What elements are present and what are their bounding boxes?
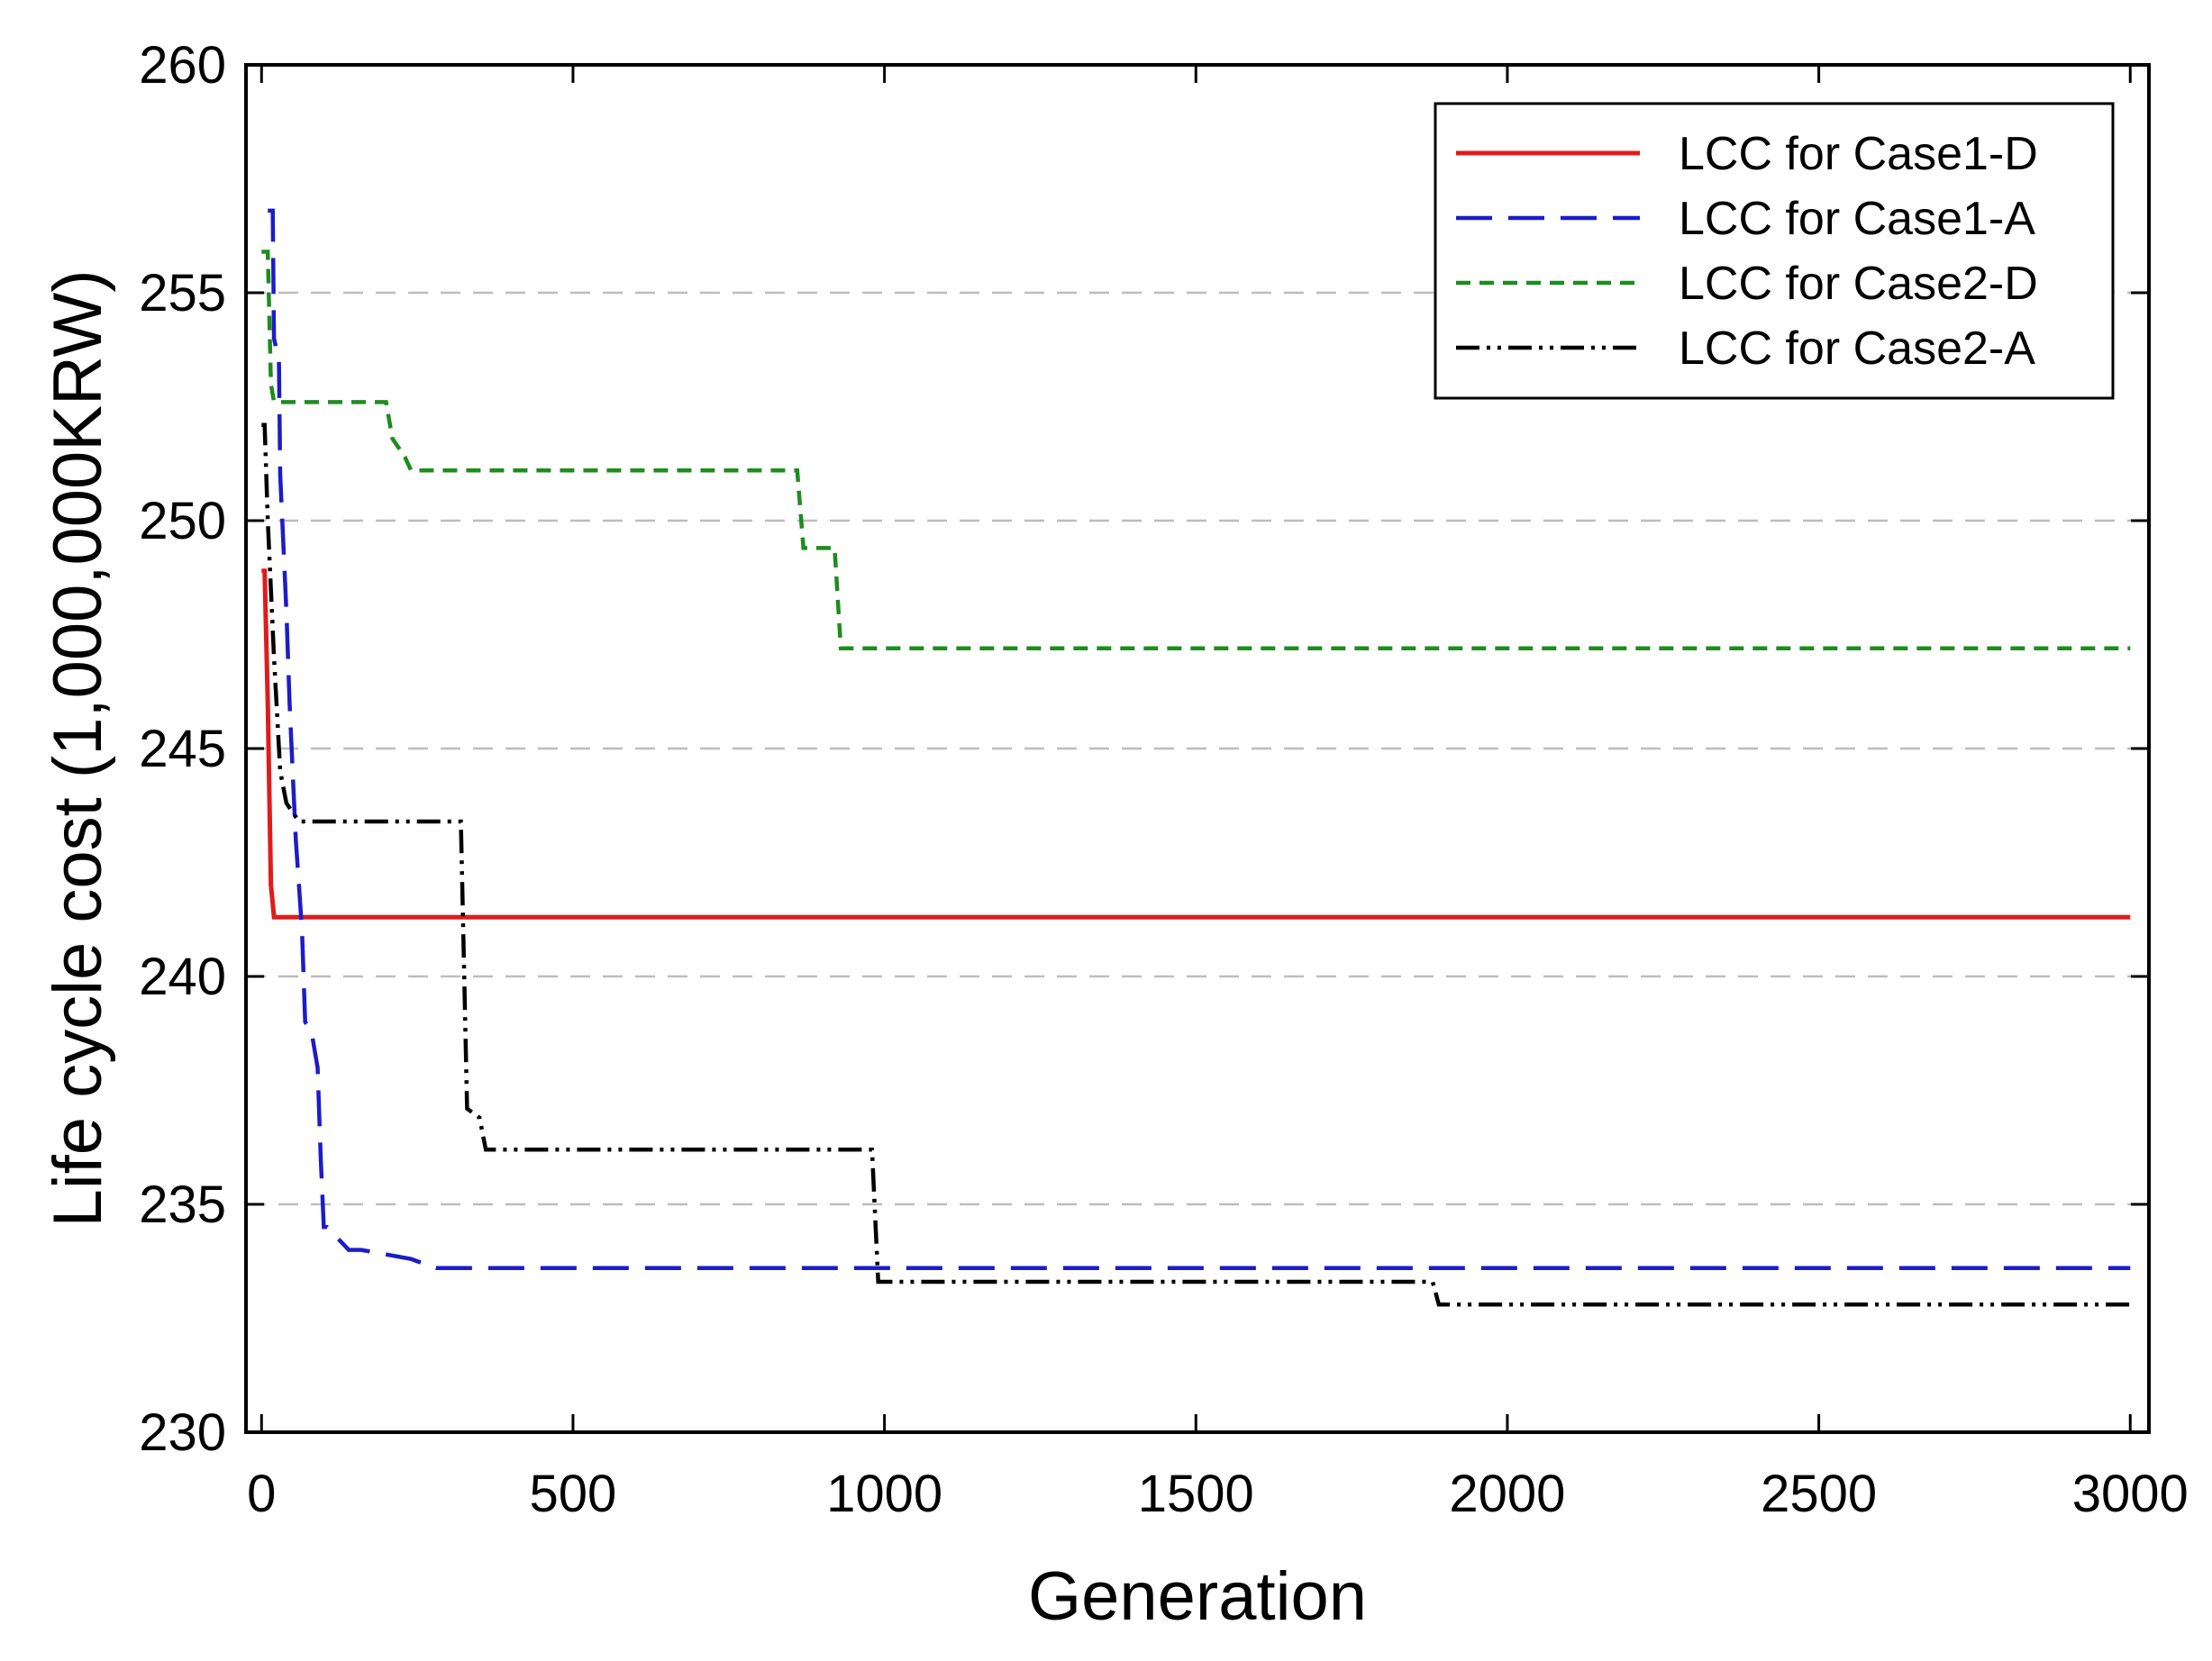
x-axis-title: Generation <box>1028 1558 1367 1635</box>
x-tick-label-0: 0 <box>247 1465 276 1523</box>
y-tick-label-235: 235 <box>139 1175 226 1234</box>
y-tick-label-250: 250 <box>139 492 226 550</box>
legend-label-2: LCC for Case1-A <box>1679 193 2035 245</box>
y-tick-labels: 230 235 240 245 250 255 260 <box>139 36 226 1462</box>
y-tick-label-240: 240 <box>139 948 226 1006</box>
gridlines <box>246 291 2149 1206</box>
axis-ticks <box>246 63 2149 1434</box>
legend: LCC for Case1-D LCC for Case1-A LCC for Ca… <box>1434 102 2115 400</box>
y-axis-title: Life cycle cost (1,000,000KRW) <box>40 269 116 1227</box>
y-tick-label-230: 230 <box>139 1403 226 1462</box>
x-tick-label-2000: 2000 <box>1449 1465 1565 1523</box>
x-tick-label-3000: 3000 <box>2072 1465 2189 1523</box>
legend-label-4: LCC for Case2-A <box>1679 322 2035 375</box>
series-lines <box>261 208 2131 1307</box>
y-tick-label-260: 260 <box>139 36 226 95</box>
series-line-3 <box>261 250 2131 650</box>
x-tick-label-2500: 2500 <box>1761 1465 1877 1523</box>
x-tick-label-500: 500 <box>530 1465 617 1523</box>
x-tick-label-1500: 1500 <box>1138 1465 1254 1523</box>
legend-label-3: LCC for Case2-D <box>1679 258 2038 310</box>
x-tick-labels: 0 500 1000 1500 2000 2500 3000 <box>247 1465 2189 1523</box>
y-tick-label-245: 245 <box>139 720 226 778</box>
series-line-1 <box>261 568 2131 920</box>
series-line-2 <box>268 208 2131 1271</box>
legend-label-1: LCC for Case1-D <box>1679 128 2038 180</box>
y-tick-label-255: 255 <box>139 264 226 322</box>
series-line-4 <box>261 422 2131 1307</box>
legend-items: LCC for Case1-D LCC for Case1-A LCC for Ca… <box>1456 128 2038 375</box>
x-tick-label-1000: 1000 <box>826 1465 942 1523</box>
